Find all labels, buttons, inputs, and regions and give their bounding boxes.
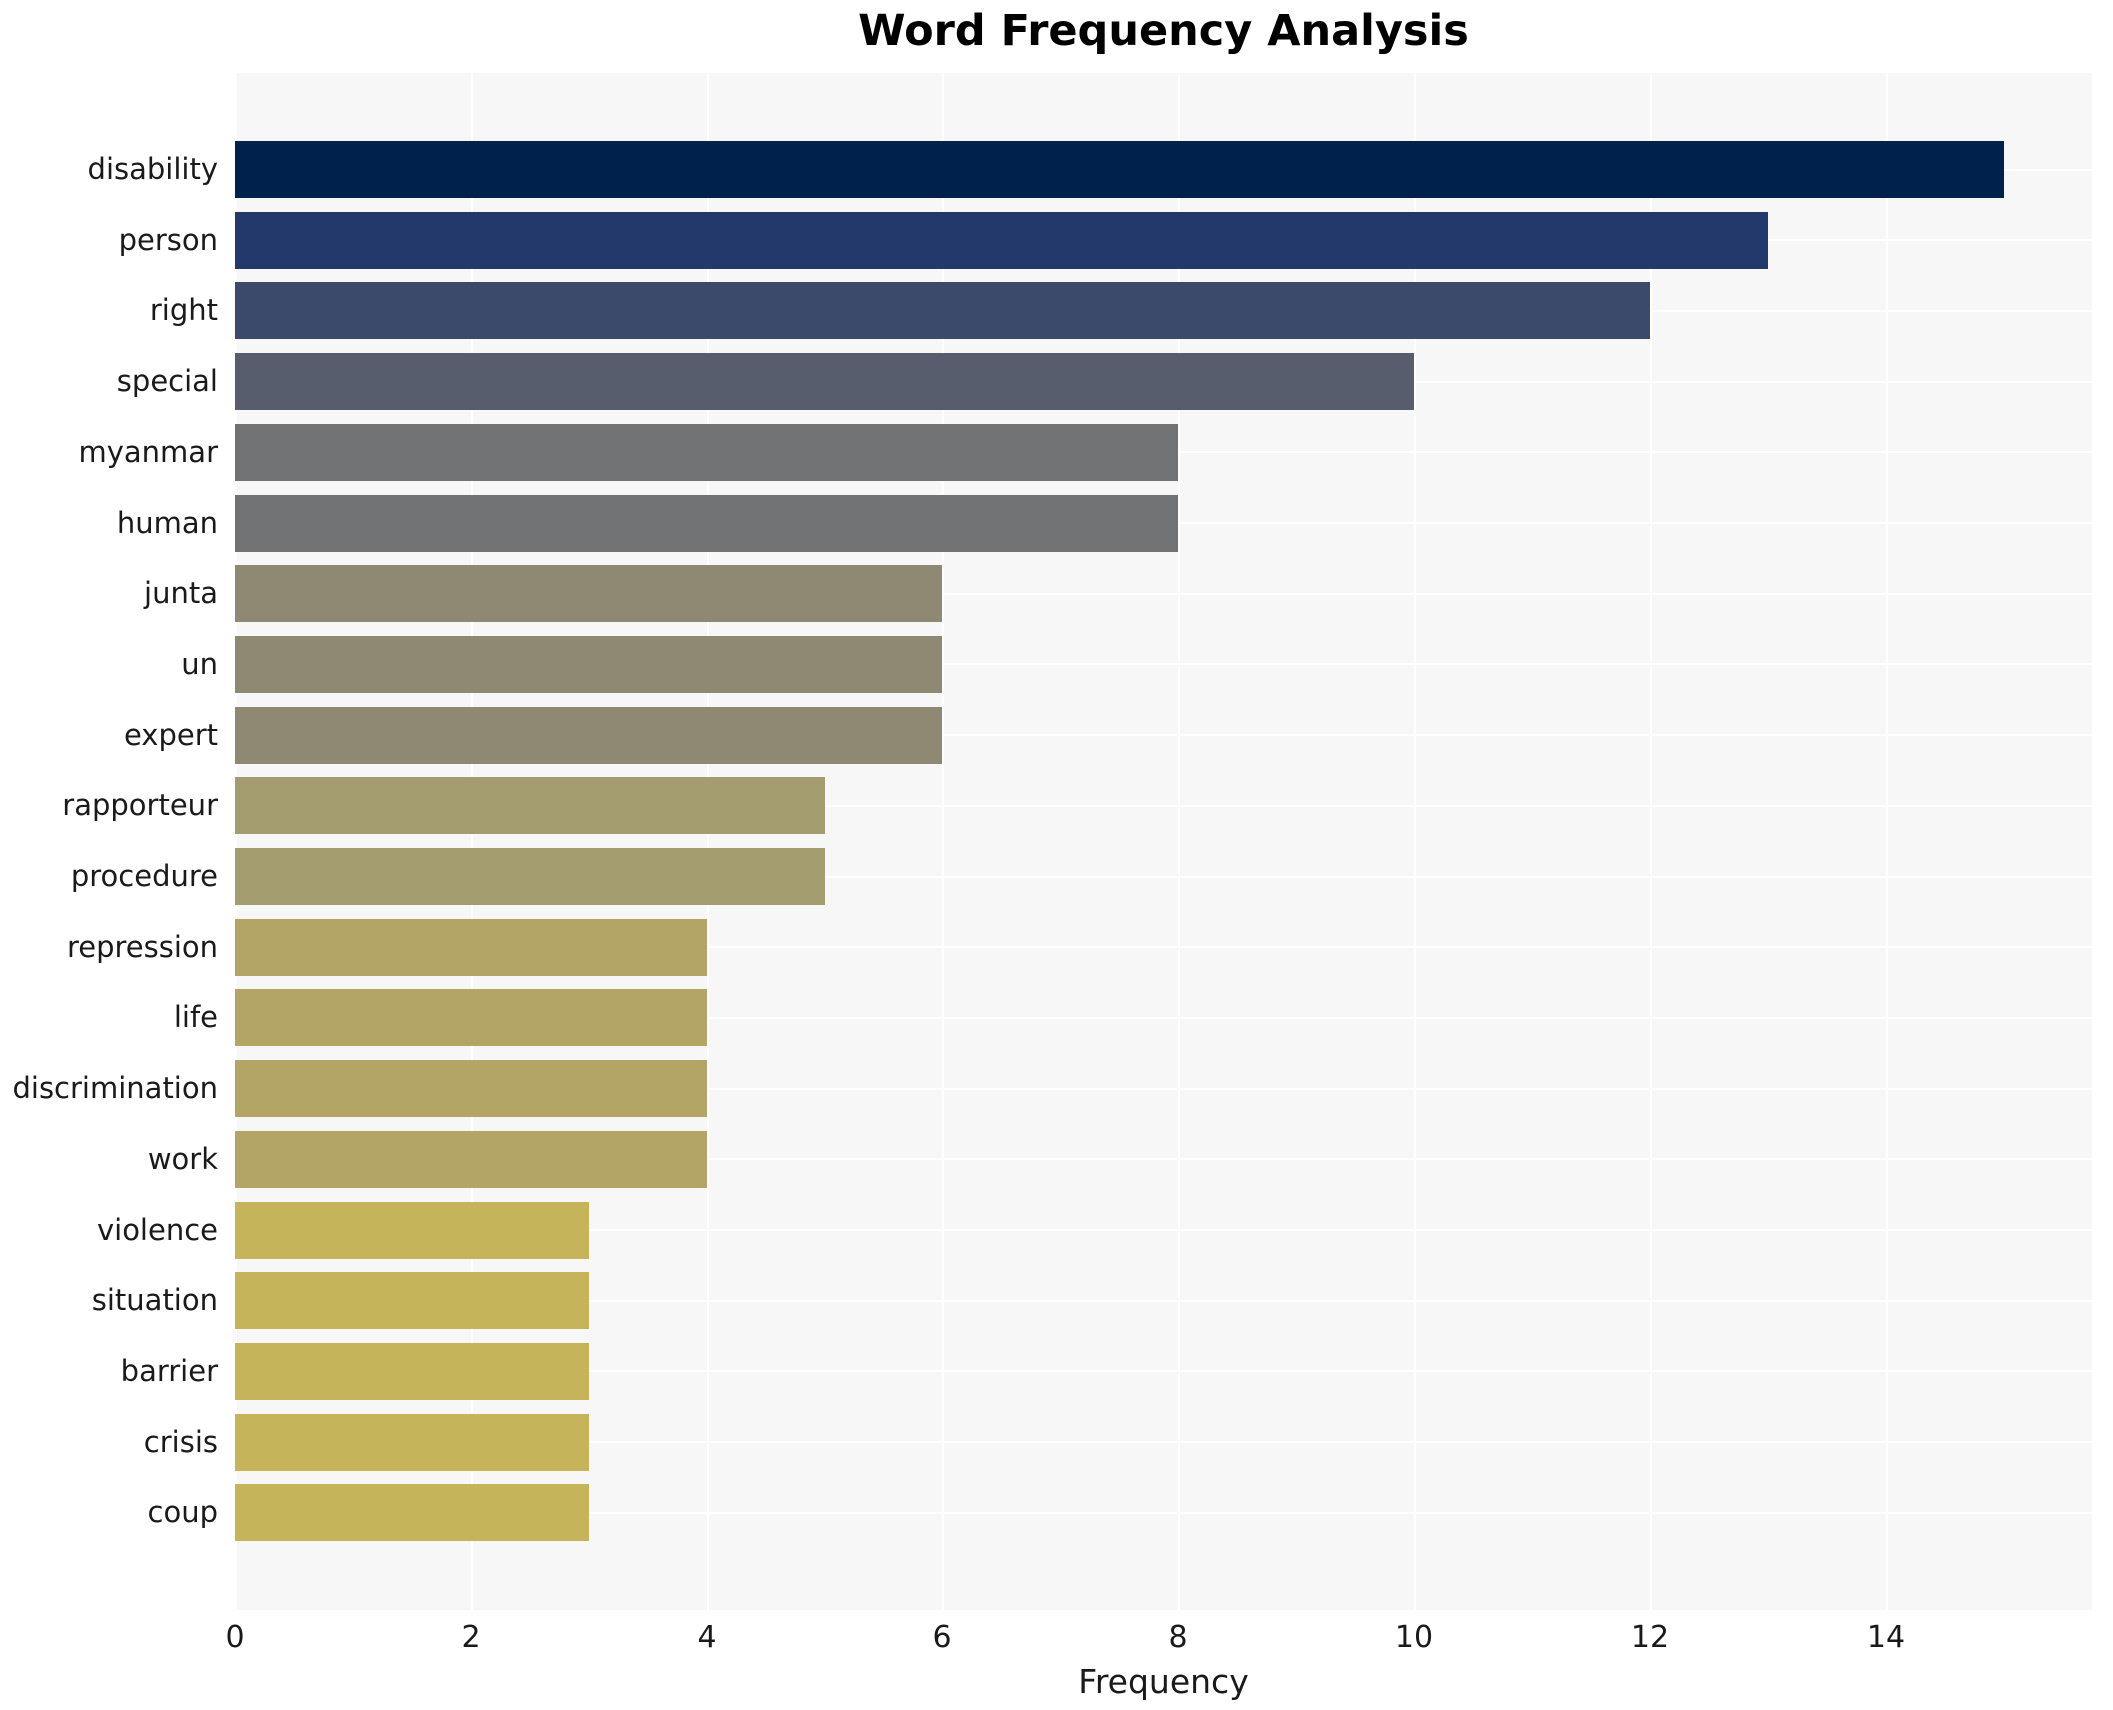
category-label-violence: violence [96, 1213, 218, 1247]
gridline-horizontal [235, 1088, 2092, 1090]
gridline-horizontal [235, 1512, 2092, 1514]
x-tick-label-10: 10 [1394, 1620, 1434, 1655]
x-tick-label-12: 12 [1630, 1620, 1670, 1655]
category-label-work: work [147, 1142, 218, 1176]
gridline-horizontal [235, 876, 2092, 878]
category-label-barrier: barrier [120, 1354, 218, 1388]
bar-procedure [235, 848, 825, 905]
gridline-horizontal [235, 1017, 2092, 1019]
category-label-expert: expert [123, 718, 218, 752]
category-label-junta: junta [144, 576, 218, 610]
category-label-right: right [149, 293, 218, 327]
x-axis-title: Frequency [1078, 1662, 1249, 1701]
bar-special [235, 353, 1414, 410]
bar-barrier [235, 1343, 589, 1400]
bar-repression [235, 919, 707, 976]
bar-violence [235, 1202, 589, 1259]
category-label-crisis: crisis [143, 1425, 218, 1459]
bar-human [235, 495, 1178, 552]
gridline-horizontal [235, 1158, 2092, 1160]
category-label-rapporteur: rapporteur [62, 788, 218, 822]
bar-person [235, 212, 1768, 269]
gridline-vertical [707, 73, 709, 1610]
bar-life [235, 989, 707, 1046]
bar-rapporteur [235, 777, 825, 834]
bar-right [235, 282, 1650, 339]
x-tick-label-4: 4 [697, 1620, 717, 1655]
bar-work [235, 1131, 707, 1188]
category-label-un: un [181, 647, 218, 681]
bar-situation [235, 1272, 589, 1329]
gridline-horizontal [235, 946, 2092, 948]
category-label-special: special [116, 364, 218, 398]
gridline-horizontal [235, 1300, 2092, 1302]
gridline-vertical [1414, 73, 1416, 1610]
category-label-situation: situation [91, 1283, 218, 1317]
gridline-vertical [235, 73, 237, 1610]
bar-disability [235, 141, 2004, 198]
plot-area [235, 73, 2092, 1610]
gridline-horizontal [235, 593, 2092, 595]
gridline-vertical [1886, 73, 1888, 1610]
category-label-coup: coup [147, 1495, 218, 1529]
x-tick-label-0: 0 [225, 1620, 245, 1655]
x-tick-label-8: 8 [1168, 1620, 1188, 1655]
gridline-horizontal [235, 1370, 2092, 1372]
gridline-horizontal [235, 1229, 2092, 1231]
bar-un [235, 636, 942, 693]
category-label-disability: disability [87, 152, 218, 186]
bar-crisis [235, 1414, 589, 1471]
category-label-discrimination: discrimination [12, 1071, 218, 1105]
bar-junta [235, 565, 942, 622]
bar-discrimination [235, 1060, 707, 1117]
gridline-vertical [1178, 73, 1180, 1610]
category-label-life: life [173, 1000, 218, 1034]
gridline-horizontal [235, 663, 2092, 665]
x-tick-label-2: 2 [461, 1620, 481, 1655]
gridline-vertical [942, 73, 944, 1610]
bar-coup [235, 1484, 589, 1541]
category-label-myanmar: myanmar [78, 435, 218, 469]
chart-title: Word Frequency Analysis [858, 6, 1469, 56]
category-label-human: human [116, 506, 218, 540]
gridline-horizontal [235, 1441, 2092, 1443]
category-label-repression: repression [66, 930, 218, 964]
bar-myanmar [235, 424, 1178, 481]
gridline-horizontal [235, 734, 2092, 736]
gridline-horizontal [235, 805, 2092, 807]
category-label-procedure: procedure [70, 859, 218, 893]
bar-expert [235, 707, 942, 764]
gridline-vertical [1650, 73, 1652, 1610]
x-tick-label-14: 14 [1866, 1620, 1906, 1655]
category-label-person: person [118, 223, 218, 257]
gridline-vertical [471, 73, 473, 1610]
x-tick-label-6: 6 [932, 1620, 952, 1655]
